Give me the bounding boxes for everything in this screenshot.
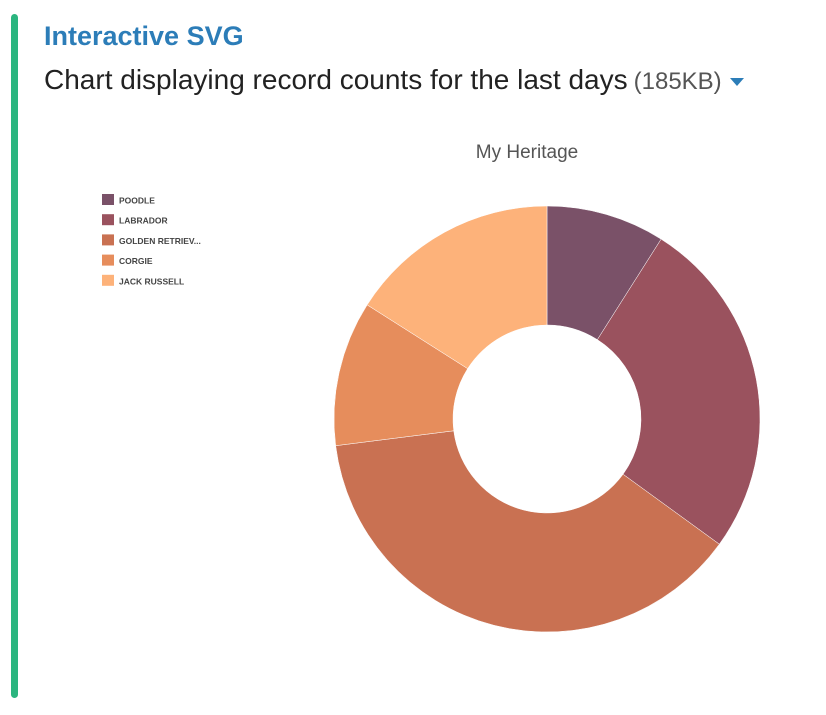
slices xyxy=(333,205,761,633)
legend-label: JACK RUSSELL xyxy=(119,276,184,286)
legend-label: POODLE xyxy=(119,196,155,206)
header: Interactive SVG Chart displaying record … xyxy=(44,18,806,103)
legend-item[interactable]: CORGIE xyxy=(102,254,153,267)
slice-golden-retriev[interactable] xyxy=(335,430,720,633)
file-size: (185KB) xyxy=(633,68,722,95)
legend-item[interactable]: LABRADOR xyxy=(102,214,168,226)
legend-label: CORGIE xyxy=(119,256,153,266)
legend-item[interactable]: JACK RUSSELL xyxy=(102,274,184,287)
legend: POODLE LABRADOR GOLDEN RETRIEV... CORGIE JAC… xyxy=(102,194,201,286)
legend-swatch xyxy=(102,274,114,286)
slice-labrador[interactable] xyxy=(597,238,761,545)
legend-item[interactable]: POODLE xyxy=(102,194,155,206)
legend-swatch xyxy=(102,194,114,205)
slice-jack-russell[interactable] xyxy=(366,205,548,369)
legend-label: GOLDEN RETRIEV... xyxy=(119,236,201,246)
legend-item[interactable]: GOLDEN RETRIEV... xyxy=(102,234,201,246)
legend-swatch xyxy=(102,254,114,266)
legend-label: LABRADOR xyxy=(119,216,168,226)
accent-bar xyxy=(11,14,18,698)
page-title: Interactive SVG xyxy=(44,21,244,51)
chart-title: My Heritage xyxy=(476,142,578,163)
subtitle-row: Chart displaying record counts for the l… xyxy=(44,62,806,103)
chart-description: Chart displaying record counts for the l… xyxy=(44,64,628,95)
legend-swatch xyxy=(102,234,114,246)
caret-down-icon[interactable] xyxy=(729,77,744,86)
legend-swatch xyxy=(102,214,114,226)
